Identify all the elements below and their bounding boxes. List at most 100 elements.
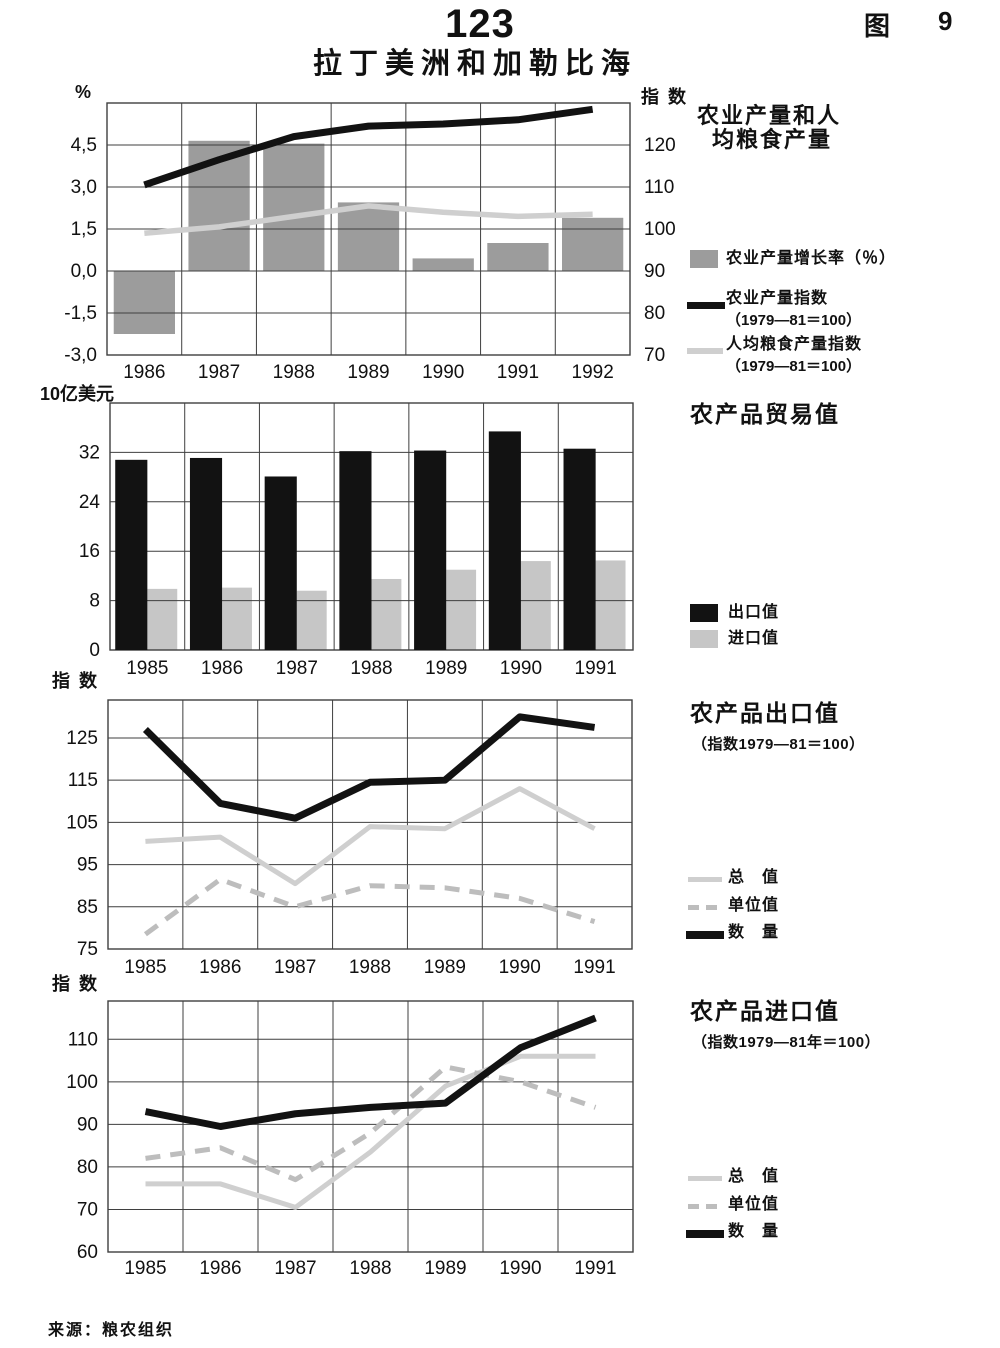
- chart1-left-axis-unit: %: [75, 82, 92, 102]
- svg-text:1989: 1989: [424, 1258, 466, 1279]
- svg-text:100: 100: [644, 219, 676, 240]
- svg-text:1986: 1986: [123, 362, 165, 383]
- svg-text:1986: 1986: [199, 1258, 241, 1279]
- svg-text:1988: 1988: [349, 957, 391, 978]
- legend-swatch-export-value: [690, 604, 718, 622]
- chart2-axis-unit: 10亿美元: [40, 384, 115, 404]
- chart2-title: 农产品贸易值: [690, 401, 840, 427]
- chart4-title: 农产品进口值: [690, 998, 840, 1024]
- svg-text:1989: 1989: [347, 362, 389, 383]
- legend-swatch-per-capita-index: [687, 348, 723, 354]
- legend-label-production-index: 农业产量指数: [726, 290, 829, 307]
- svg-text:80: 80: [644, 303, 665, 324]
- svg-text:120: 120: [644, 135, 676, 156]
- chart3-subtitle: （指数1979—81＝100）: [692, 736, 865, 753]
- svg-text:95: 95: [77, 855, 98, 876]
- chart3-axis-unit: 指 数: [52, 671, 100, 691]
- svg-text:1985: 1985: [126, 658, 168, 679]
- legend-swatch-growth-rate: [690, 250, 718, 268]
- svg-text:0,0: 0,0: [71, 261, 97, 282]
- legend-swatch-export-total: [688, 877, 722, 882]
- svg-text:1990: 1990: [499, 1258, 541, 1279]
- svg-text:100: 100: [66, 1072, 98, 1093]
- svg-text:80: 80: [77, 1157, 98, 1178]
- page-title: 拉丁美洲和加勒比海: [312, 48, 637, 80]
- svg-text:1,5: 1,5: [71, 219, 97, 240]
- legend-label-growth-rate: 农业产量增长率（％）: [726, 250, 897, 267]
- legend-label-per-capita-index: 人均粮食产量指数: [726, 336, 863, 353]
- svg-text:-3,0: -3,0: [64, 345, 97, 366]
- svg-text:32: 32: [79, 442, 100, 463]
- svg-text:105: 105: [66, 812, 98, 833]
- svg-text:110: 110: [68, 1029, 98, 1050]
- svg-text:70: 70: [644, 345, 665, 366]
- page-number: 123: [445, 2, 515, 46]
- svg-text:90: 90: [644, 261, 665, 282]
- legend-swatch-import-total: [688, 1176, 722, 1181]
- legend-swatch-production-index: [687, 302, 725, 309]
- legend-swatch-import-unit-value: [688, 1204, 720, 1209]
- svg-text:115: 115: [68, 770, 98, 791]
- svg-text:24: 24: [79, 492, 101, 513]
- svg-text:110: 110: [644, 177, 674, 198]
- legend-label-export-unit-value: 单位值: [728, 897, 780, 914]
- svg-text:1985: 1985: [124, 957, 166, 978]
- legend-label-export-total: 总 值: [728, 869, 780, 886]
- svg-text:125: 125: [66, 728, 98, 749]
- svg-text:1990: 1990: [500, 658, 542, 679]
- svg-text:1987: 1987: [274, 957, 316, 978]
- legend-label-import-quantity: 数 量: [728, 1223, 780, 1240]
- svg-text:75: 75: [77, 939, 98, 960]
- chart3-title: 农产品出口值: [690, 700, 840, 726]
- svg-text:1988: 1988: [273, 362, 315, 383]
- source-note: 来源：粮农组织: [48, 1322, 175, 1339]
- legend-swatch-import-quantity: [686, 1230, 724, 1238]
- legend-swatch-import-value: [690, 630, 718, 648]
- svg-text:1990: 1990: [422, 362, 464, 383]
- svg-text:4,5: 4,5: [71, 135, 97, 156]
- legend-swatch-export-unit-value: [688, 905, 720, 910]
- figure-number: 9: [938, 6, 953, 36]
- svg-text:1986: 1986: [201, 658, 243, 679]
- svg-text:1992: 1992: [572, 362, 614, 383]
- chart4-subtitle: （指数1979—81年＝100）: [692, 1034, 881, 1051]
- svg-text:1986: 1986: [199, 957, 241, 978]
- legend-swatch-export-quantity: [686, 931, 724, 939]
- svg-text:1987: 1987: [276, 658, 318, 679]
- svg-text:85: 85: [77, 897, 98, 918]
- svg-text:3,0: 3,0: [71, 177, 97, 198]
- svg-text:60: 60: [77, 1242, 98, 1263]
- svg-text:1991: 1991: [575, 658, 617, 679]
- svg-text:1985: 1985: [124, 1258, 166, 1279]
- legend-label-export-quantity: 数 量: [728, 924, 780, 941]
- chart4-axis-unit: 指 数: [52, 974, 100, 994]
- chart1-right-axis-unit: 指 数: [641, 87, 689, 107]
- chart1-title-line1: 农业产量和人: [697, 103, 842, 128]
- svg-text:1988: 1988: [350, 658, 392, 679]
- svg-text:1987: 1987: [198, 362, 240, 383]
- svg-text:1991: 1991: [573, 957, 615, 978]
- legend-sublabel-per-capita-index: （1979—81＝100）: [726, 358, 862, 375]
- chart1-title-line2: 均粮食产量: [712, 127, 833, 152]
- legend-sublabel-production-index: （1979—81＝100）: [726, 312, 862, 329]
- svg-text:1990: 1990: [499, 957, 541, 978]
- svg-text:1988: 1988: [349, 1258, 391, 1279]
- svg-text:1991: 1991: [574, 1258, 616, 1279]
- svg-text:-1,5: -1,5: [64, 303, 97, 324]
- svg-text:70: 70: [77, 1199, 98, 1220]
- svg-text:1987: 1987: [274, 1258, 316, 1279]
- svg-text:8: 8: [89, 591, 100, 612]
- svg-text:90: 90: [77, 1114, 98, 1135]
- figure-label: 图: [864, 11, 891, 41]
- svg-text:0: 0: [89, 640, 100, 661]
- legend-label-import-unit-value: 单位值: [728, 1196, 780, 1213]
- svg-text:1989: 1989: [425, 658, 467, 679]
- legend-label-export-value: 出口值: [728, 604, 780, 621]
- svg-text:1989: 1989: [424, 957, 466, 978]
- legend-label-import-total: 总 值: [728, 1168, 780, 1185]
- svg-text:1991: 1991: [497, 362, 539, 383]
- svg-text:16: 16: [79, 541, 100, 562]
- legend-label-import-value: 进口值: [728, 630, 780, 647]
